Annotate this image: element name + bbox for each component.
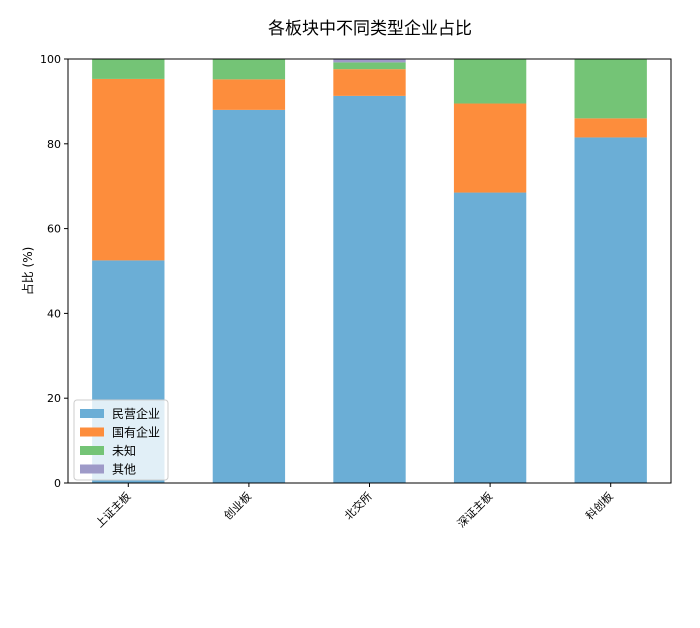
- x-tick-label: 科创板: [583, 489, 616, 522]
- bars-group: [92, 59, 647, 483]
- legend-label: 其他: [112, 463, 136, 477]
- y-tick-label: 20: [47, 392, 61, 405]
- y-tick-label: 60: [47, 223, 61, 236]
- x-tick-label: 上证主板: [92, 489, 133, 530]
- bar-2-1: [92, 78, 165, 261]
- y-axis: 0 20 40 60 80 100: [40, 53, 68, 490]
- y-tick-label: 0: [54, 477, 61, 490]
- bar-2-3: [333, 69, 406, 96]
- x-tick-label: 深证主板: [454, 489, 495, 530]
- bar-3-5: [574, 59, 647, 119]
- bar-1-2: [212, 109, 286, 483]
- bar-3-1: [92, 59, 165, 79]
- x-tick-label: 北交所: [341, 489, 374, 522]
- legend-label: 未知: [112, 444, 136, 458]
- bar-3-3: [333, 62, 406, 70]
- legend-swatch: [80, 446, 104, 455]
- legend-swatch: [80, 409, 104, 418]
- bar-3-4: [453, 59, 527, 104]
- y-tick-label: 40: [47, 307, 61, 320]
- bar-2-2: [212, 79, 286, 110]
- bar-4-3: [333, 59, 406, 63]
- x-axis: 上证主板 创业板 北交所 深证主板 科创板: [92, 483, 616, 530]
- bar-1-4: [453, 192, 527, 483]
- bar-2-4: [453, 103, 527, 193]
- legend-label: 民营企业: [112, 406, 160, 421]
- chart-title: 各板块中不同类型企业占比: [268, 19, 472, 39]
- y-tick-label: 80: [47, 138, 61, 151]
- legend-swatch: [80, 427, 104, 437]
- bar-2-5: [574, 118, 647, 138]
- bar-3-2: [212, 59, 286, 80]
- bar-1-3: [333, 95, 406, 483]
- legend-swatch: [80, 464, 104, 474]
- legend-label: 国有企业: [112, 425, 160, 440]
- x-tick-label: 创业板: [221, 489, 254, 522]
- y-tick-label: 100: [40, 53, 61, 66]
- y-axis-label: 占比 (%): [20, 247, 35, 296]
- plot-frame: [67, 58, 672, 484]
- bar-1-5: [574, 137, 647, 483]
- legend-box: [73, 399, 169, 481]
